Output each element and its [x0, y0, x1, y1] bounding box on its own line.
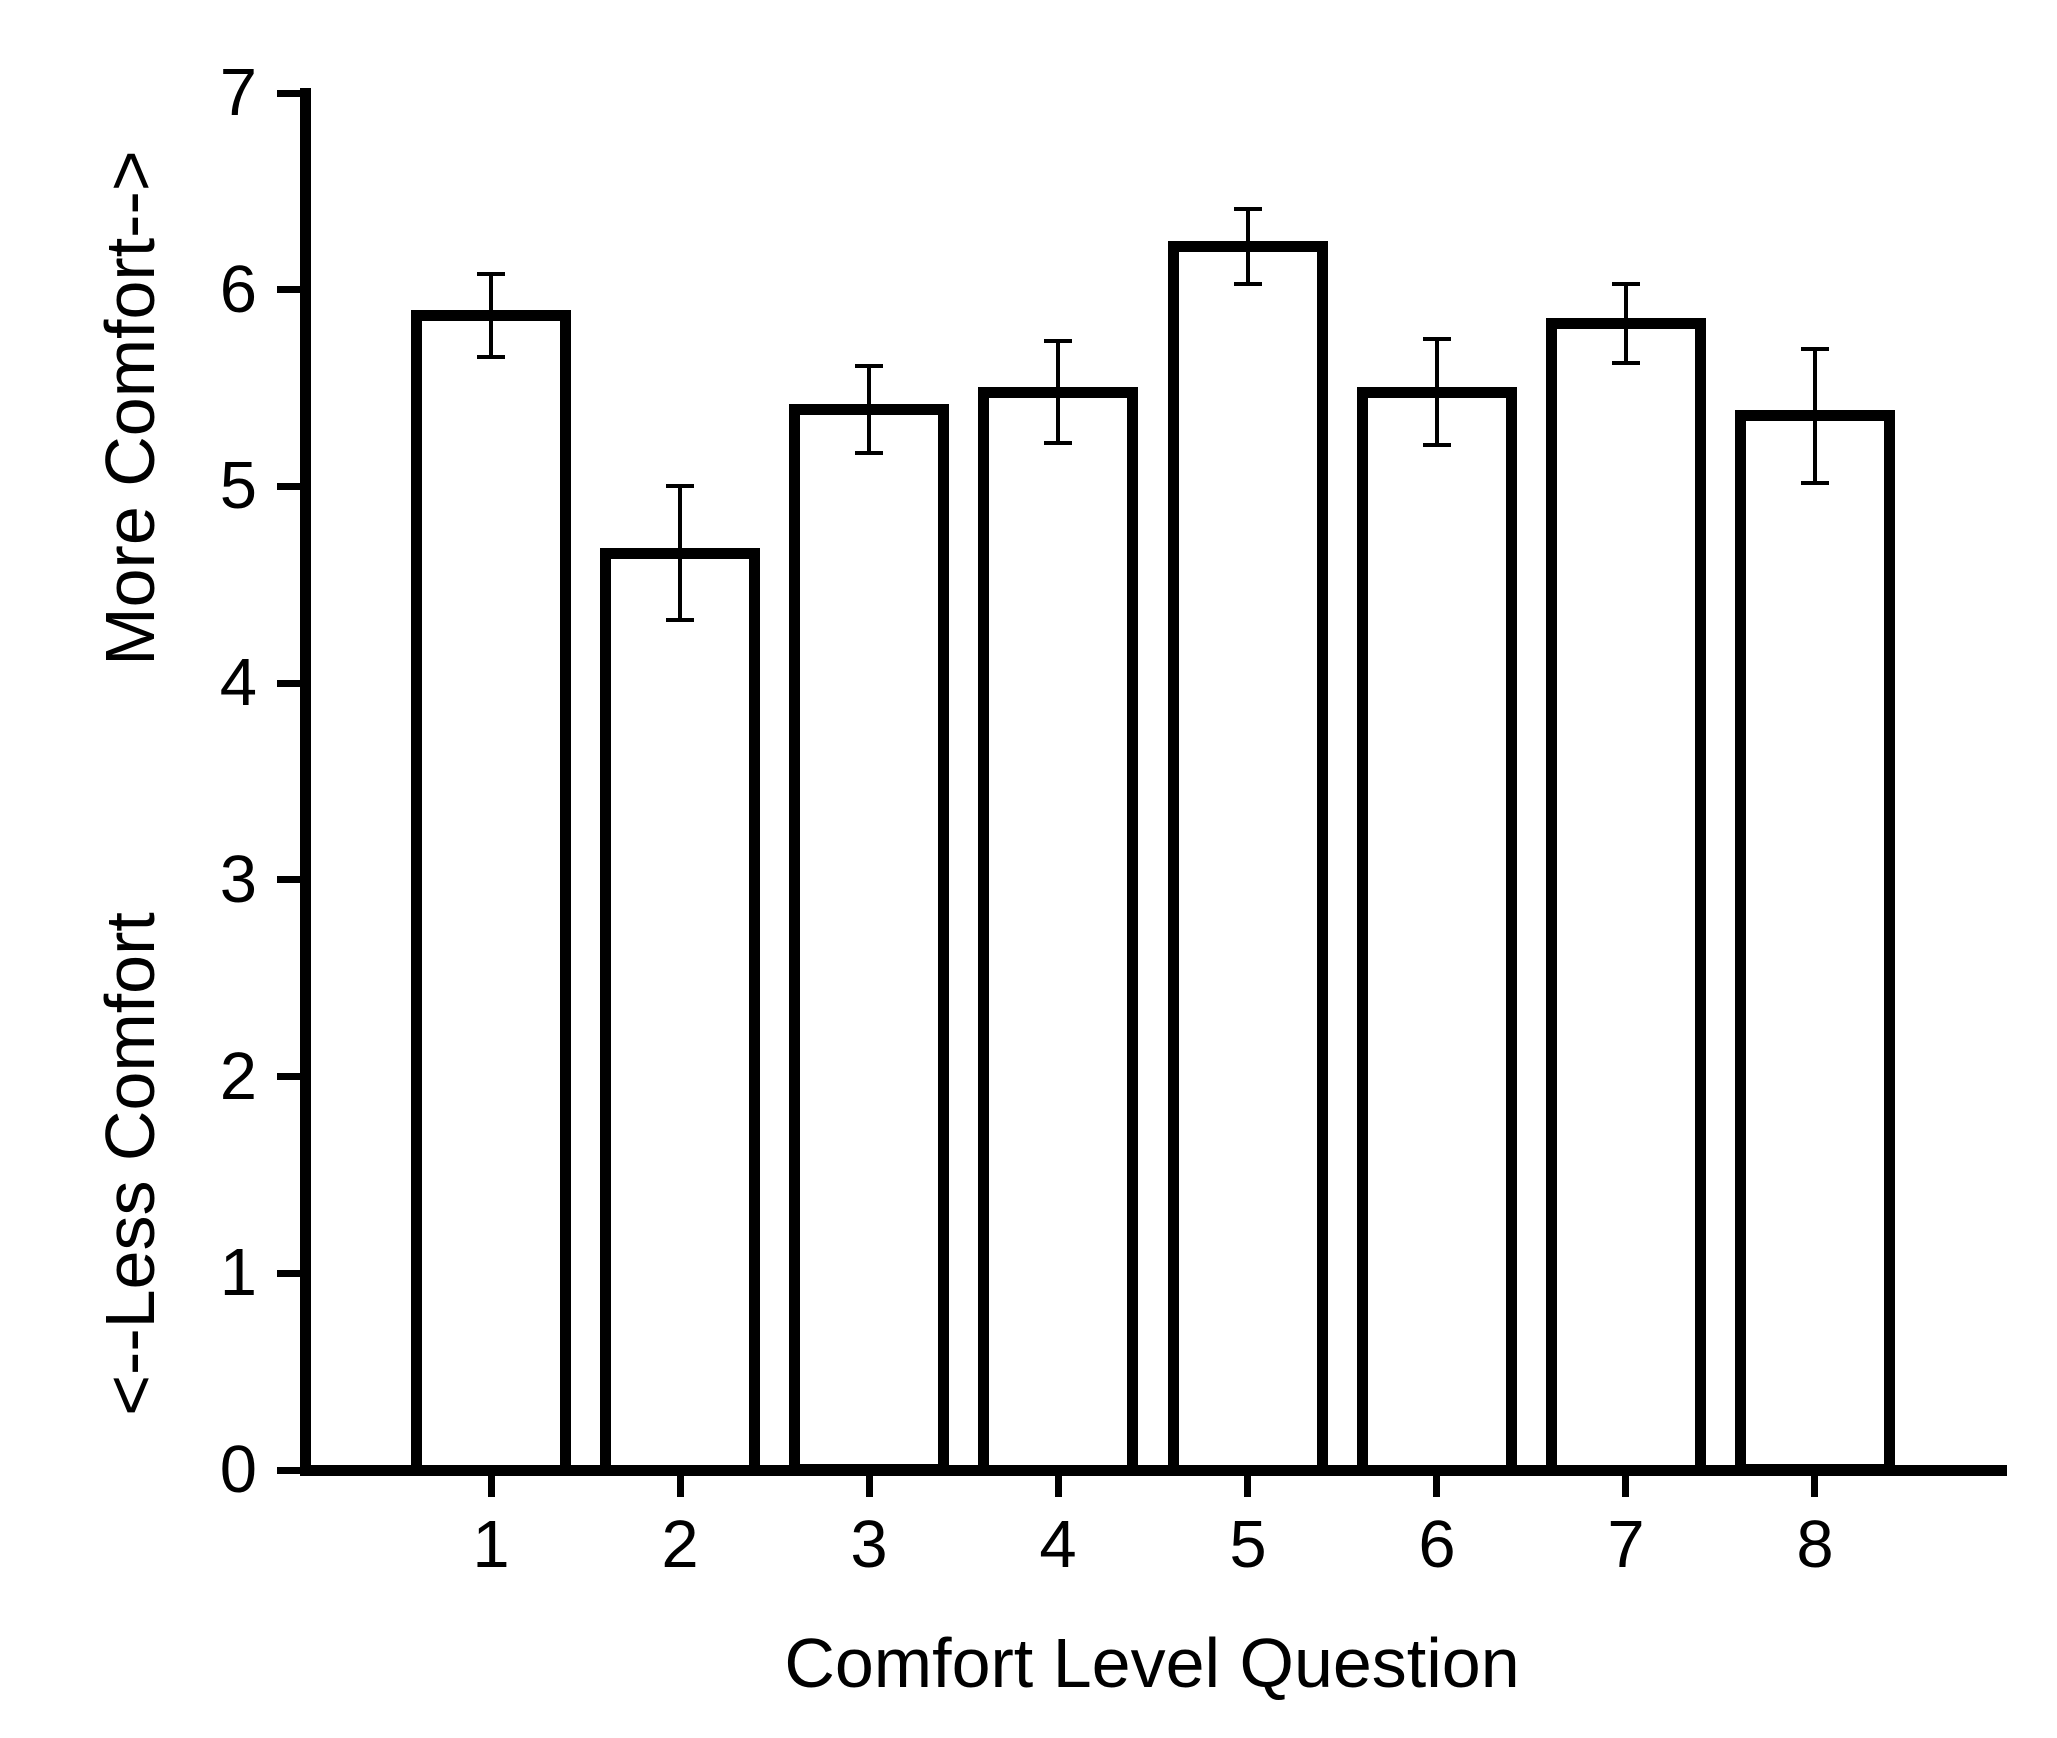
x-tick-label-4: 4 — [1039, 1507, 1077, 1582]
error-bar-cap-bottom-5 — [1234, 282, 1262, 286]
y-tick-label-7: 7 — [219, 55, 257, 130]
error-bar-cap-top-7 — [1612, 282, 1640, 286]
error-bar-cap-top-6 — [1423, 337, 1451, 341]
y-tick-label-3: 3 — [219, 842, 257, 917]
y-axis-line — [300, 88, 311, 1476]
x-tick-6 — [1433, 1470, 1440, 1497]
y-tick-label-2: 2 — [219, 1039, 257, 1114]
error-bar-cap-top-8 — [1801, 347, 1829, 351]
error-bar-line-2 — [678, 486, 682, 620]
error-bar-cap-bottom-7 — [1612, 361, 1640, 365]
error-bar-cap-top-5 — [1234, 207, 1262, 211]
y-tick-7 — [277, 90, 305, 97]
error-bar-cap-bottom-2 — [666, 618, 694, 622]
error-bar-cap-bottom-8 — [1801, 481, 1829, 485]
y-tick-1 — [277, 1270, 305, 1277]
bar-7 — [1546, 318, 1706, 1476]
x-axis-title: Comfort Level Question — [784, 1624, 1520, 1702]
error-bar-line-3 — [867, 366, 871, 453]
error-bar-line-5 — [1246, 209, 1250, 284]
error-bar-cap-top-1 — [477, 272, 505, 276]
y-tick-3 — [277, 876, 305, 883]
error-bar-line-4 — [1056, 341, 1060, 443]
error-bar-cap-bottom-6 — [1423, 443, 1451, 447]
y-tick-label-5: 5 — [219, 448, 257, 523]
x-tick-label-5: 5 — [1229, 1507, 1267, 1582]
bar-2 — [600, 548, 760, 1476]
x-axis-line — [300, 1465, 2007, 1476]
bar-3 — [789, 404, 949, 1475]
bar-1 — [411, 310, 571, 1476]
error-bar-cap-top-4 — [1044, 339, 1072, 343]
y-tick-0 — [277, 1467, 305, 1474]
error-bar-cap-bottom-4 — [1044, 441, 1072, 445]
x-tick-5 — [1244, 1470, 1251, 1497]
y-tick-label-1: 1 — [219, 1235, 257, 1310]
x-tick-2 — [677, 1470, 684, 1497]
error-bar-line-1 — [489, 274, 493, 357]
error-bar-line-7 — [1624, 284, 1628, 363]
y-tick-6 — [277, 286, 305, 293]
y-tick-2 — [277, 1073, 305, 1080]
x-tick-label-6: 6 — [1418, 1507, 1456, 1582]
error-bar-cap-top-3 — [855, 364, 883, 368]
y-tick-5 — [277, 483, 305, 490]
x-tick-label-8: 8 — [1796, 1507, 1834, 1582]
x-tick-8 — [1811, 1470, 1818, 1497]
error-bar-cap-bottom-3 — [855, 451, 883, 455]
bar-5 — [1168, 241, 1328, 1476]
x-tick-3 — [866, 1470, 873, 1497]
bar-6 — [1357, 387, 1517, 1476]
bar-4 — [978, 387, 1138, 1476]
y-tick-label-6: 6 — [219, 252, 257, 327]
x-tick-label-2: 2 — [661, 1507, 699, 1582]
y-tick-4 — [277, 680, 305, 687]
bar-8 — [1735, 410, 1895, 1475]
x-tick-label-3: 3 — [850, 1507, 888, 1582]
x-tick-7 — [1622, 1470, 1629, 1497]
y-tick-label-0: 0 — [219, 1432, 257, 1507]
x-tick-label-7: 7 — [1607, 1507, 1645, 1582]
error-bar-cap-top-2 — [666, 484, 694, 488]
x-tick-label-1: 1 — [472, 1507, 510, 1582]
x-tick-4 — [1055, 1470, 1062, 1497]
error-bar-line-6 — [1435, 339, 1439, 445]
y-tick-label-4: 4 — [219, 645, 257, 720]
error-bar-line-8 — [1813, 349, 1817, 483]
x-tick-1 — [488, 1470, 495, 1497]
error-bar-cap-bottom-1 — [477, 355, 505, 359]
